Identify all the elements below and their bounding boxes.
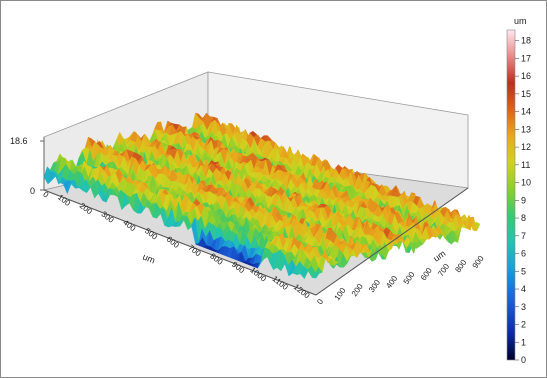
- z-tick-label-max: 18.6: [10, 136, 28, 146]
- colorbar-tick-label: 14: [521, 107, 531, 117]
- y-axis-line: [315, 187, 469, 296]
- colorbar-tick-label: 10: [521, 178, 531, 188]
- z-tick-label-min: 0: [30, 186, 35, 196]
- surface-mesh: [43, 112, 481, 280]
- y-tick-label: 200: [350, 282, 365, 299]
- y-tick-label: 900: [471, 254, 486, 271]
- y-axis-label: um: [431, 248, 447, 263]
- colorbar-tick-label: 1: [521, 337, 526, 347]
- colorbar-tick-label: 17: [521, 53, 531, 63]
- y-tick-label: 700: [436, 262, 451, 279]
- x-axis-label: um: [141, 252, 156, 266]
- colorbar-tick-label: 12: [521, 142, 531, 152]
- colorbar-tick-label: 16: [521, 71, 531, 81]
- colorbar-gradient: [506, 29, 516, 361]
- colorbar-tick-label: 0: [521, 355, 526, 365]
- y-tick-label: 500: [402, 270, 417, 287]
- colorbar-unit: um: [514, 16, 527, 26]
- x-axis-line: [43, 189, 317, 296]
- colorbar-tick-label: 8: [521, 213, 526, 223]
- colorbar-tick-label: 7: [521, 231, 526, 241]
- colorbar-tick-label: 2: [521, 320, 526, 330]
- y-tick-label: 300: [367, 278, 382, 295]
- y-tick-label: 0: [315, 297, 325, 306]
- colorbar-tick-label: 5: [521, 266, 526, 276]
- colorbar-tick-label: 6: [521, 249, 526, 259]
- colorbar-tick-label: 3: [521, 302, 526, 312]
- y-tick-label: 400: [384, 274, 399, 291]
- colorbar-tick-label: 11: [521, 160, 530, 170]
- x-tick-label: 0: [41, 190, 50, 200]
- y-tick-label: 100: [333, 286, 348, 303]
- colorbar-tick-label: 9: [521, 195, 526, 205]
- surface-cell: [311, 272, 320, 279]
- y-tick-label: 800: [453, 258, 468, 275]
- colorbar-tick-label: 15: [521, 89, 531, 99]
- colorbar-tick-label: 18: [521, 36, 531, 46]
- colorbar-tick-label: 13: [521, 124, 531, 134]
- colorbar-tick-label: 4: [521, 284, 526, 294]
- y-tick-label: 600: [419, 266, 434, 283]
